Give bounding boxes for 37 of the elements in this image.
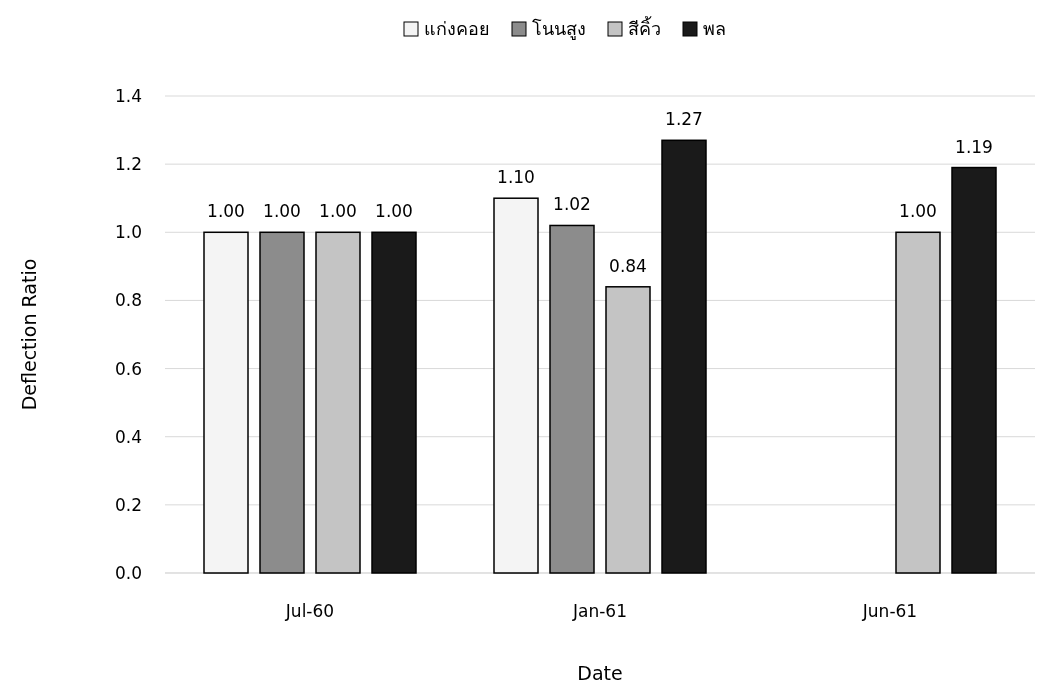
bar — [493, 197, 539, 574]
x-axis-title: Date — [577, 662, 623, 684]
x-tick-label: Jan-61 — [572, 601, 627, 621]
bar — [371, 231, 417, 574]
data-label: 1.00 — [207, 201, 245, 222]
y-tick-label: 0.0 — [114, 563, 142, 583]
data-label: 0.84 — [609, 255, 647, 276]
legend-label: แก่งคอย — [424, 18, 490, 39]
bar — [895, 231, 941, 574]
y-tick-label: 1.4 — [114, 86, 142, 106]
data-label: 1.10 — [497, 167, 535, 188]
data-label: 1.00 — [375, 201, 413, 222]
data-label: 1.00 — [899, 201, 937, 222]
y-tick-label: 0.6 — [114, 358, 142, 379]
y-tick-label: 0.2 — [114, 494, 142, 515]
x-tick-label: Jul-60 — [284, 601, 335, 621]
bar — [605, 286, 651, 574]
legend-label: โนนสูง — [532, 18, 586, 40]
y-tick-label: 1.0 — [114, 222, 142, 243]
bar — [315, 231, 361, 574]
y-axis-title: Deflection Ratio — [18, 258, 40, 411]
data-label: 1.00 — [319, 201, 357, 222]
bar — [661, 139, 707, 574]
data-label: 1.00 — [263, 201, 301, 222]
bar — [549, 224, 595, 574]
data-label: 1.19 — [955, 136, 993, 157]
y-tick-label: 0.8 — [114, 290, 142, 311]
x-tick-label: Jun-61 — [861, 601, 918, 621]
data-label: 1.02 — [553, 194, 591, 215]
bar — [203, 231, 249, 574]
data-label: 1.27 — [665, 109, 703, 130]
legend-label: พล — [703, 18, 726, 39]
bar — [951, 166, 997, 574]
y-tick-label: 0.4 — [114, 426, 142, 447]
bar — [259, 231, 305, 574]
y-tick-label: 1.2 — [114, 154, 142, 175]
legend-label: สีคิ้ว — [628, 16, 661, 39]
